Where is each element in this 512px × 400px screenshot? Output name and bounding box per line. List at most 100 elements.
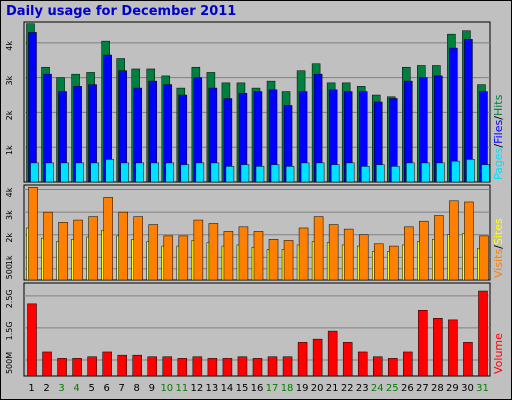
y-tick-label: 4k <box>5 41 14 51</box>
y-axis-legend: Volume <box>492 333 505 374</box>
bar-volume <box>207 358 218 377</box>
bar-visits <box>389 245 399 281</box>
y-tick-label: 1k <box>5 255 14 265</box>
bar-volume <box>327 330 338 377</box>
bar-pages <box>481 164 490 183</box>
bar-pages <box>90 162 99 183</box>
x-tick-label: 6 <box>103 383 109 394</box>
bar-visits <box>479 235 489 281</box>
y-tick-label: 3k <box>5 210 14 220</box>
bar-volume <box>132 354 142 377</box>
y-tick-label: 1k <box>5 145 14 155</box>
legend-slash: / <box>492 144 505 148</box>
bar-pages <box>135 162 144 183</box>
x-tick-label: 28 <box>431 383 444 394</box>
bar-volume <box>177 358 188 377</box>
bar-visits <box>419 220 429 281</box>
y-tick-label: 2k <box>5 110 14 120</box>
x-tick-label: 29 <box>446 383 459 394</box>
bar-visits <box>283 240 294 281</box>
legend-slash: / <box>492 245 505 249</box>
bar-volume <box>403 351 413 377</box>
y-tick-label: 1.5G <box>5 321 14 340</box>
bar-volume <box>448 319 458 377</box>
x-tick-label: 21 <box>326 383 339 394</box>
bar-volume <box>162 356 173 377</box>
bar-visits <box>118 211 128 281</box>
x-tick-label: 10 <box>160 383 173 394</box>
bar-pages <box>45 162 54 183</box>
bar-visits <box>328 224 339 281</box>
bar-volume <box>342 342 353 377</box>
bar-pages <box>375 164 385 183</box>
bar-pages <box>150 162 160 183</box>
bar-volume <box>267 356 278 377</box>
x-tick-label: 9 <box>149 383 155 394</box>
bar-visits <box>28 187 38 281</box>
bar-pages <box>60 162 69 183</box>
bar-volume <box>252 358 263 377</box>
bar-pages <box>210 162 220 183</box>
bar-pages <box>240 164 250 183</box>
bar-pages <box>75 162 84 183</box>
bar-visits <box>43 211 53 281</box>
bar-volume <box>418 310 428 377</box>
x-tick-label: 8 <box>134 383 140 394</box>
y-axis-legend: Pages/Files/Hits <box>492 94 505 180</box>
bar-volume <box>72 358 82 377</box>
bar-pages <box>315 162 325 183</box>
bar-pages <box>120 162 129 183</box>
y-tick-label: 2k <box>5 233 14 243</box>
bar-pages <box>466 159 475 183</box>
x-tick-label: 15 <box>236 383 249 394</box>
bar-visits <box>449 200 459 281</box>
x-tick-label: 12 <box>191 383 204 394</box>
bar-visits <box>103 197 113 281</box>
bar-visits <box>464 201 474 281</box>
bar-visits <box>193 219 204 281</box>
x-tick-label: 26 <box>401 383 414 394</box>
y-tick-label: 2.5G <box>5 289 14 308</box>
bar-volume <box>357 351 368 377</box>
bar-pages <box>360 166 370 183</box>
bar-visits <box>358 234 369 281</box>
bar-visits <box>238 226 249 281</box>
x-tick-label: 1 <box>28 383 34 394</box>
bar-pages <box>285 166 295 183</box>
bar-volume <box>433 318 443 377</box>
x-tick-label: 16 <box>251 383 264 394</box>
y-tick-label: 500M <box>5 352 14 374</box>
y-axis-legend: Visits/Sites <box>492 218 505 278</box>
x-tick-label: 30 <box>461 383 474 394</box>
bar-visits <box>298 227 309 281</box>
legend-sites: Sites <box>492 218 505 245</box>
x-tick-label: 27 <box>416 383 429 394</box>
bar-visits <box>268 239 279 281</box>
bar-visits <box>88 216 98 281</box>
x-tick-label: 23 <box>356 383 369 394</box>
x-tick-label: 7 <box>119 383 125 394</box>
bar-pages <box>330 164 340 183</box>
x-tick-label: 4 <box>73 383 79 394</box>
bar-visits <box>133 216 143 281</box>
bar-volume <box>27 303 37 377</box>
bar-pages <box>421 162 430 183</box>
bar-volume <box>463 342 473 377</box>
legend-pages: Pages <box>492 147 505 180</box>
x-tick-label: 14 <box>221 383 234 394</box>
bar-visits <box>313 216 324 281</box>
bar-visits <box>178 235 189 281</box>
bar-volume <box>372 356 383 377</box>
bar-pages <box>225 166 235 183</box>
bar-files <box>28 32 37 183</box>
bar-pages <box>300 162 310 183</box>
x-tick-label: 31 <box>476 383 489 394</box>
bar-volume <box>57 358 67 377</box>
bar-volume <box>147 356 158 377</box>
bar-volume <box>297 342 308 377</box>
bar-pages <box>30 162 39 183</box>
bar-volume <box>192 356 203 377</box>
bar-visits <box>223 231 234 281</box>
y-tick-label: 500 <box>5 264 14 279</box>
y-tick-label: 3k <box>5 75 14 85</box>
